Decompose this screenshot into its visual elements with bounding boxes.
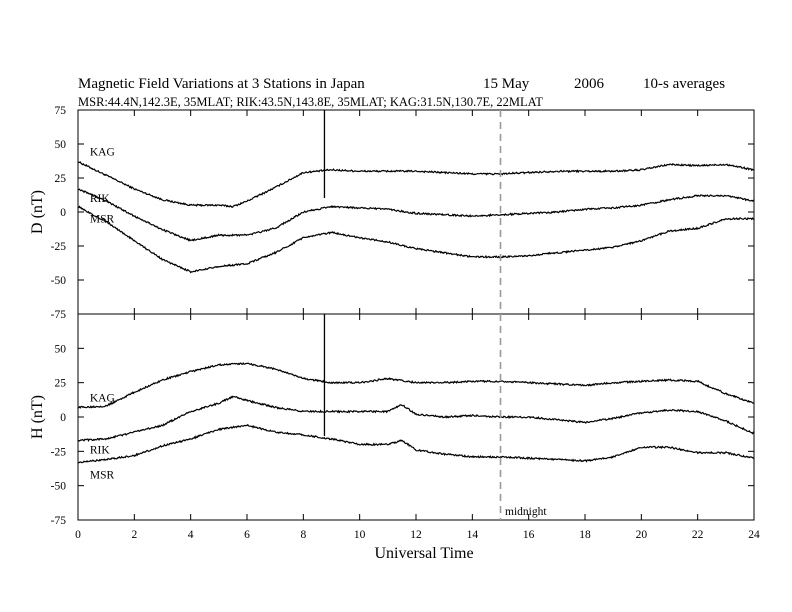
series-line-msr bbox=[77, 205, 755, 274]
x-axis-label: Universal Time bbox=[374, 545, 473, 562]
x-tick-label: 6 bbox=[244, 529, 250, 541]
x-tick-label: 20 bbox=[636, 529, 648, 541]
station-coordinates: MSR:44.4N,142.3E, 35MLAT; RIK:43.5N,143.… bbox=[78, 95, 543, 109]
series-label-msr: MSR bbox=[90, 469, 115, 481]
x-tick-label: 10 bbox=[354, 529, 366, 541]
x-tick-label: 24 bbox=[748, 529, 760, 541]
d-panel-frame bbox=[77, 109, 755, 315]
h-axis-label: H (nT) bbox=[29, 395, 46, 439]
x-tick-label: 0 bbox=[75, 529, 81, 541]
x-tick-label: 22 bbox=[692, 529, 704, 541]
y-tick-label: 0 bbox=[60, 412, 66, 424]
y-tick-label: -50 bbox=[51, 275, 67, 287]
y-tick-label: 25 bbox=[55, 378, 67, 390]
x-tick-label: 12 bbox=[410, 529, 422, 541]
chart-marks: 75 50 25 0 -25 -50 -75 KAG RIK MSR 50 25 0 -25 -50 -75 0… bbox=[51, 105, 760, 541]
series-line-rik bbox=[77, 188, 755, 242]
y-tick-label: 50 bbox=[55, 139, 67, 151]
y-tick-label: 0 bbox=[60, 207, 66, 219]
series-line-kag bbox=[77, 161, 755, 208]
series-line-rik bbox=[77, 395, 755, 443]
x-tick-label: 4 bbox=[188, 529, 194, 541]
y-tick-label: -75 bbox=[51, 515, 67, 527]
x-tick-label: 2 bbox=[131, 529, 137, 541]
y-tick-label: 75 bbox=[55, 105, 67, 117]
series-label-rik: RIK bbox=[90, 444, 111, 456]
series-line-kag bbox=[77, 362, 755, 409]
chart-averaging: 10-s averages bbox=[643, 76, 725, 92]
series-label-kag: KAG bbox=[90, 147, 115, 159]
y-tick-label: -25 bbox=[51, 241, 67, 253]
midnight-label: midnight bbox=[505, 506, 547, 518]
x-tick-label: 16 bbox=[523, 529, 535, 541]
chart-year: 2006 bbox=[574, 76, 605, 92]
y-tick-label: -75 bbox=[51, 309, 67, 321]
x-tick-label: 8 bbox=[300, 529, 306, 541]
y-tick-label: -25 bbox=[51, 446, 67, 458]
y-tick-label: -50 bbox=[51, 481, 67, 493]
series-label-rik: RIK bbox=[90, 193, 111, 205]
series-label-kag: KAG bbox=[90, 392, 115, 404]
series-label-msr: MSR bbox=[90, 214, 115, 226]
y-tick-label: 25 bbox=[55, 173, 67, 185]
chart-date: 15 May bbox=[483, 76, 530, 92]
series-line-msr bbox=[77, 423, 755, 464]
chart-title: Magnetic Field Variations at 3 Stations … bbox=[78, 76, 365, 92]
x-tick-label: 18 bbox=[579, 529, 591, 541]
y-tick-label: 50 bbox=[55, 343, 67, 355]
x-tick-label: 14 bbox=[467, 529, 479, 541]
d-axis-label: D (nT) bbox=[29, 190, 46, 234]
